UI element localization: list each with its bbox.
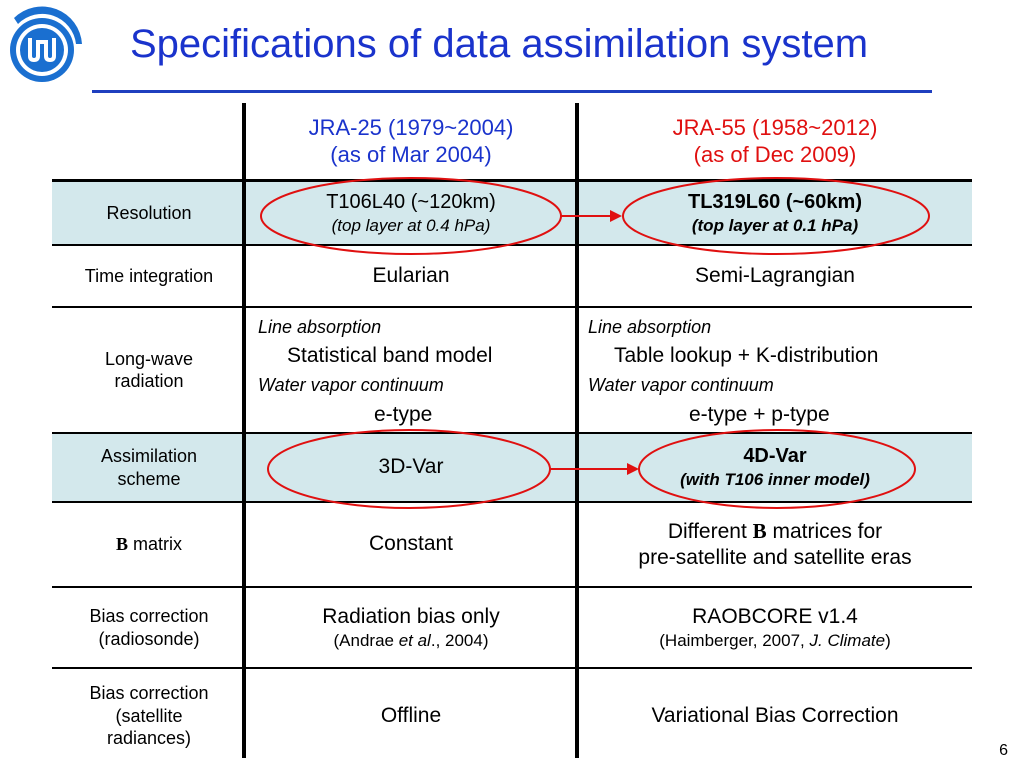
- cell-text: Different: [667, 519, 753, 543]
- row-label-resolution: Resolution: [56, 182, 242, 244]
- title-underline: [92, 90, 932, 93]
- row-label-b-matrix: B matrix: [56, 503, 242, 586]
- b-symbol: B: [752, 518, 767, 543]
- cell-main: 3D-Var: [378, 455, 444, 479]
- cell-jra25-resolution: T106L40 (~120km) (top layer at 0.4 hPa): [246, 182, 576, 244]
- cell-jra55-assimilation: 4D-Var (with T106 inner model): [580, 434, 970, 501]
- cell-jra25-assimilation: 3D-Var: [246, 434, 576, 501]
- row-label-longwave: Long-wave radiation: [56, 308, 242, 432]
- cell-main: Variational Bias Correction: [651, 703, 899, 727]
- cell-main: 4D-Var: [743, 445, 807, 468]
- water-vapor-label: Water vapor continuum: [588, 375, 774, 395]
- ref-text: (Haimberger, 2007,: [659, 631, 810, 650]
- cell-jra55-time: Semi-Lagrangian: [580, 246, 970, 306]
- cell-jra55-bias-satellite: Variational Bias Correction: [580, 669, 970, 763]
- cell-sub: (top layer at 0.4 hPa): [331, 215, 491, 235]
- cell-jra25-bias-satellite: Offline: [246, 669, 576, 763]
- jra25-line-model: Statistical band model: [287, 344, 493, 367]
- cell-sub: (with T106 inner model): [680, 470, 870, 490]
- cell-main: TL319L60 (~60km): [688, 190, 862, 213]
- jra55-date: (as of Dec 2009): [693, 142, 857, 167]
- header-jra55: JRA-55 (1958~2012) (as of Dec 2009): [580, 104, 970, 178]
- row-label-assimilation: Assimilation scheme: [56, 434, 242, 501]
- cell-jra55-bias-radiosonde: RAOBCORE v1.4 (Haimberger, 2007, J. Clim…: [580, 588, 970, 667]
- cell-sub: (top layer at 0.1 hPa): [691, 215, 859, 235]
- jra55-line-model: Table lookup + K-distribution: [614, 344, 879, 367]
- cell-jra25-bias-radiosonde: Radiation bias only (Andrae et al., 2004…: [246, 588, 576, 667]
- row-label: Resolution: [106, 202, 192, 223]
- row-label: scheme: [117, 468, 181, 489]
- row-label-time-integration: Time integration: [56, 246, 242, 306]
- cell-main: Eularian: [372, 263, 450, 287]
- row-label-text: matrix: [128, 534, 182, 555]
- cell-jra55-b-matrix: Different B matrices for pre-satellite a…: [580, 503, 970, 586]
- cell-text: matrices for: [766, 519, 883, 543]
- ref-italic: J. Climate: [809, 631, 886, 650]
- cell-main: Semi-Lagrangian: [695, 263, 855, 287]
- header-jra25: JRA-25 (1979~2004) (as of Mar 2004): [246, 104, 576, 178]
- row-label: Bias correction: [89, 606, 209, 626]
- row-divider: [52, 306, 972, 308]
- cell-jra25-b-matrix: Constant: [246, 503, 576, 586]
- ref-text: ., 2004): [430, 631, 489, 650]
- line-absorption-label: Line absorption: [258, 317, 382, 337]
- row-divider: [52, 667, 972, 669]
- cell-ref: (Andrae et al., 2004): [334, 630, 489, 651]
- row-label: Assimilation: [100, 446, 198, 466]
- jra25-name: JRA-25 (1979~2004): [308, 114, 514, 140]
- jra55-name: JRA-55 (1958~2012): [672, 114, 878, 140]
- row-label-bias-radiosonde: Bias correction (radiosonde): [56, 588, 242, 667]
- cell-main: RAOBCORE v1.4: [692, 604, 858, 628]
- cell-main: Constant: [368, 532, 454, 556]
- column-divider: [575, 103, 579, 758]
- water-vapor-label: Water vapor continuum: [258, 375, 444, 395]
- row-label: (radiosonde): [98, 628, 200, 649]
- row-label: Bias correction: [89, 683, 209, 704]
- column-divider: [242, 103, 246, 758]
- page-title: Specifications of data assimilation syst…: [130, 22, 869, 66]
- ref-text: ): [885, 631, 891, 650]
- jra25-wv-model: e-type: [374, 403, 433, 426]
- cell-jra55-resolution: TL319L60 (~60km) (top layer at 0.1 hPa): [580, 182, 970, 244]
- row-label: B matrix: [116, 533, 182, 556]
- cell-main: Radiation bias only: [322, 604, 500, 628]
- jra55-wv-model: e-type + p-type: [689, 403, 830, 426]
- row-label: Time integration: [84, 265, 214, 286]
- row-label: (satellite: [115, 705, 183, 726]
- row-label: Long-wave: [104, 348, 194, 369]
- page-number: 6: [999, 742, 1008, 759]
- row-label: radiation: [114, 371, 184, 391]
- jma-logo-icon: [10, 6, 82, 82]
- row-label-bias-satellite: Bias correction (satellite radiances): [56, 669, 242, 763]
- cell-main: Offline: [380, 703, 442, 727]
- cell-main: Different B matrices for: [668, 518, 882, 545]
- cell-line2: pre-satellite and satellite eras: [638, 546, 912, 569]
- line-absorption-label: Line absorption: [588, 317, 712, 337]
- b-symbol: B: [115, 534, 128, 555]
- cell-jra25-time: Eularian: [246, 246, 576, 306]
- row-divider: [52, 586, 972, 588]
- cell-ref: (Haimberger, 2007, J. Climate): [659, 630, 891, 651]
- cell-main: T106L40 (~120km): [326, 190, 496, 213]
- row-label: radiances): [106, 728, 192, 749]
- jra25-date: (as of Mar 2004): [330, 142, 492, 167]
- ref-italic: et al: [398, 631, 431, 650]
- ref-text: (Andrae: [333, 631, 399, 650]
